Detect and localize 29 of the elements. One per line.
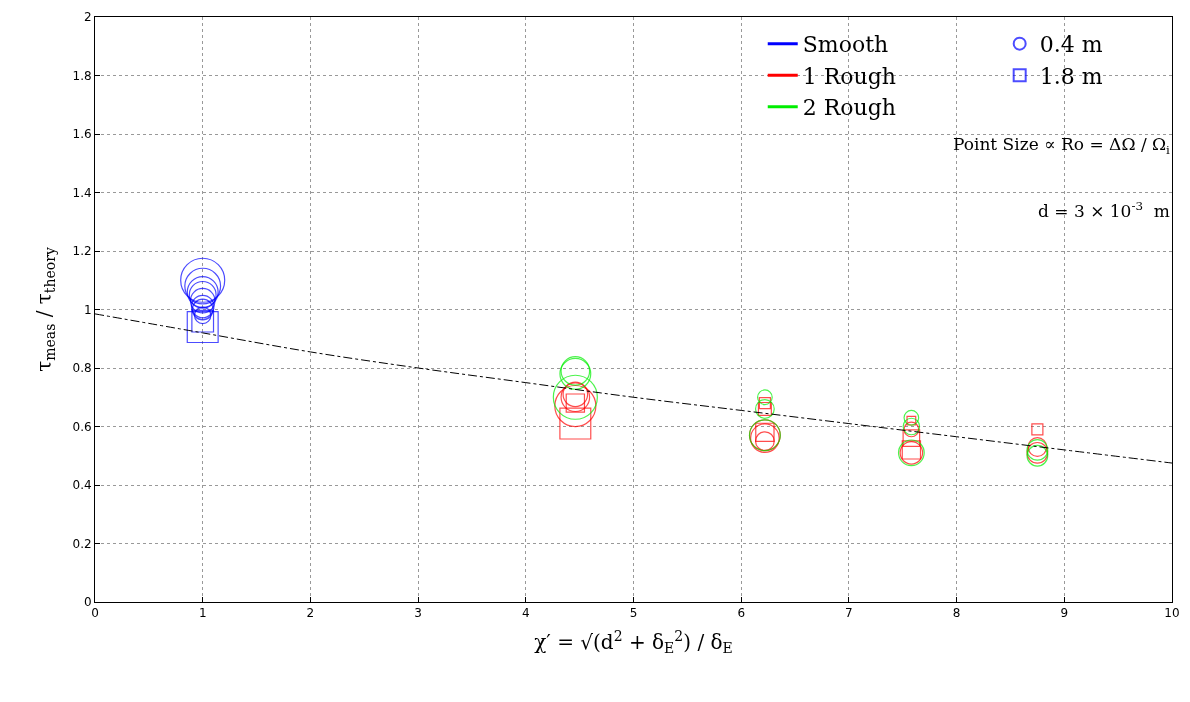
x-tick-label: 4 [521,606,530,621]
y-tick-label: 1.4 [72,185,92,200]
y-tick-label: 2 [83,10,92,25]
y-tick-label: 1 [83,302,92,317]
y-tick-label: 0.2 [72,536,92,551]
x-tick-label: 10 [1164,606,1180,621]
x-tick-label: 7 [845,606,853,621]
y-tick-label: 0.6 [72,419,92,434]
legend-label: 1 Rough [802,63,896,89]
x-axis-title: χ′ = √(d$^{2}$ + δ$_{E}$$^{2}$) / δ$_{E}$ [534,627,733,657]
x-tick-label: 5 [629,606,638,621]
x-tick-label: 1 [198,606,207,621]
x-tick-label: 8 [952,606,961,621]
x-tick-label: 3 [414,606,422,621]
y-tick-label: 1.6 [72,127,92,142]
legend-label: 0.4 m [1039,32,1103,58]
annotation: d = 3 × 10$^{-3}$ m [1038,199,1170,222]
x-tick-label: 2 [306,606,315,621]
annotation: Point Size ∝ Ro = ΔΩ / Ω$_{i}$ [953,134,1171,157]
x-tick-label: 9 [1060,606,1069,621]
y-tick-label: 0.4 [72,478,92,493]
y-tick-label: 0 [83,595,92,610]
legend-label: Smooth [802,32,889,58]
y-tick-label: 1.2 [72,244,92,259]
y-tick-label: 1.8 [72,68,92,83]
x-tick-label: 6 [737,606,746,621]
legend-label: 2 Rough [802,95,896,121]
y-tick-label: 0.8 [72,361,92,376]
legend-label: 1.8 m [1039,63,1103,89]
